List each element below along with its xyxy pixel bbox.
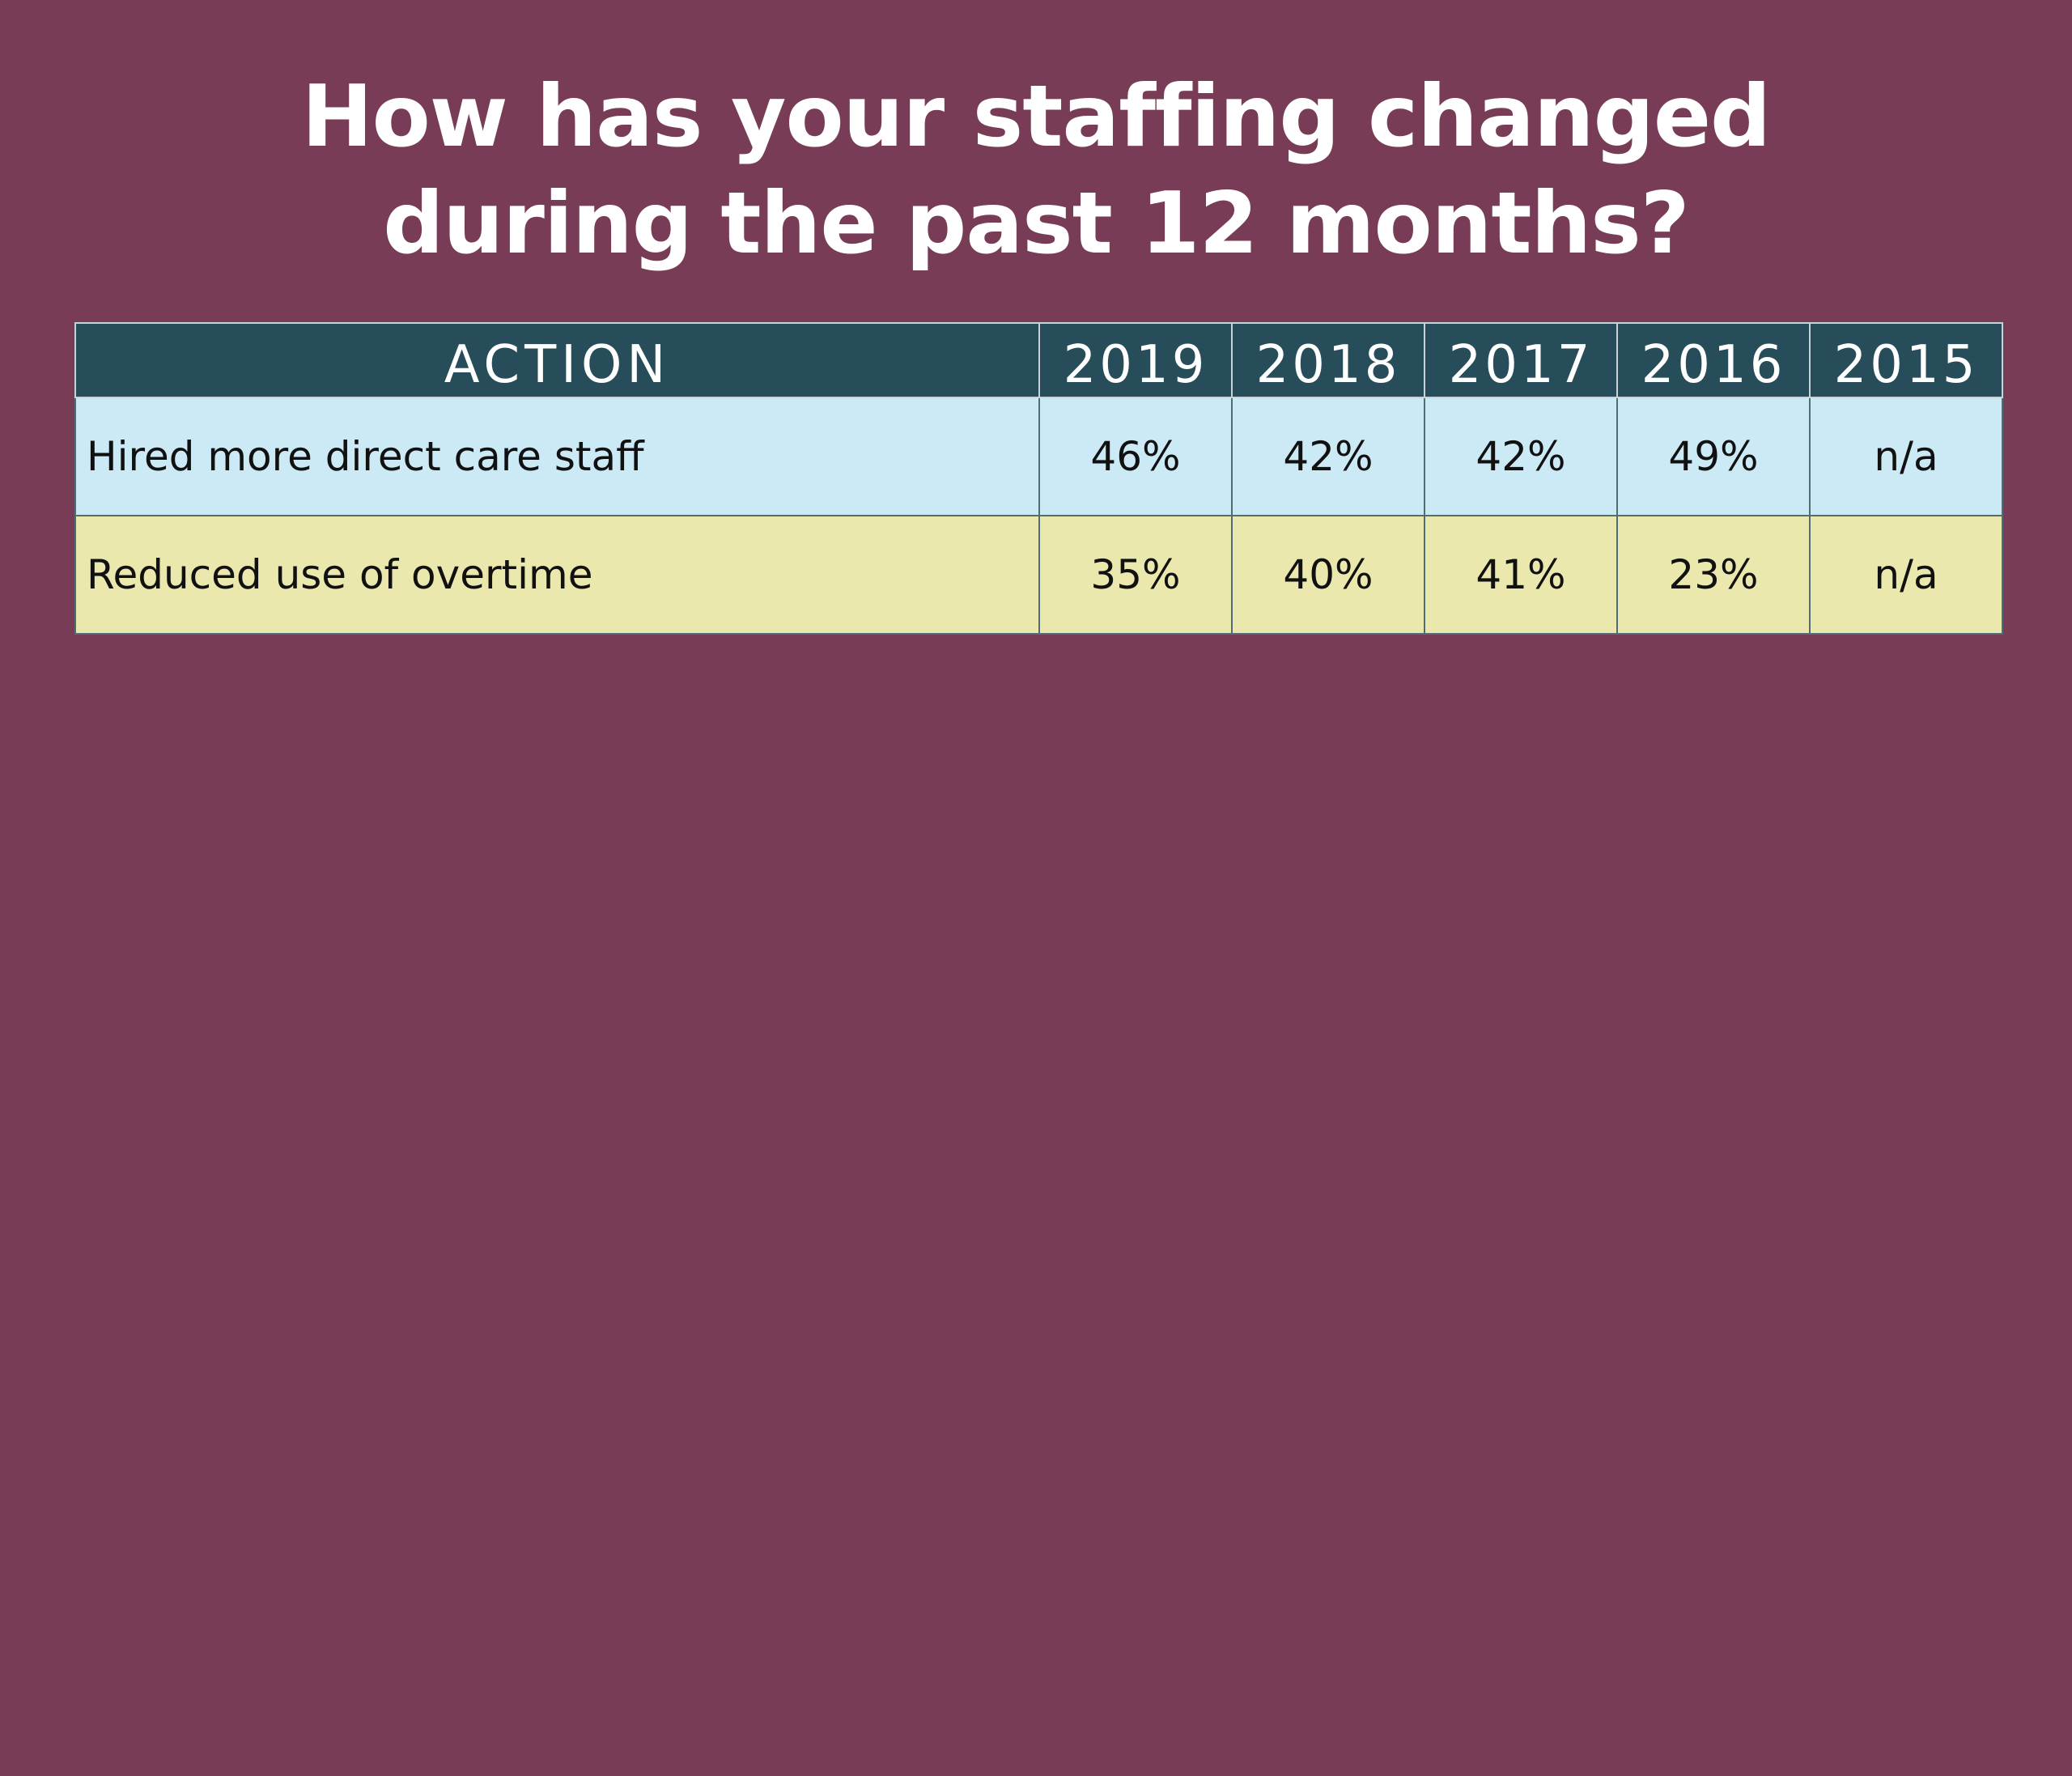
cell-hired-2018: 42% — [1231, 397, 1425, 516]
cell-overtime-2019: 35% — [1038, 515, 1233, 635]
cell-overtime-2015: n/a — [1809, 515, 2003, 635]
chart-title: How has your staffing changed during the… — [0, 63, 2072, 277]
cell-hired-2017: 42% — [1424, 397, 1618, 516]
table-row: Hired more direct care staff 46% 42% 42%… — [74, 397, 2003, 516]
header-action: ACTION — [74, 322, 1040, 398]
cell-hired-2016: 49% — [1616, 397, 1811, 516]
row-label-reduced-overtime: Reduced use of overtime — [74, 515, 1040, 635]
title-line-1: How has your staffing changed — [301, 67, 1771, 166]
header-2018: 2018 — [1231, 322, 1425, 398]
table-row: Reduced use of overtime 35% 40% 41% 23% … — [74, 515, 2003, 635]
cell-hired-2019: 46% — [1038, 397, 1233, 516]
cell-overtime-2016: 23% — [1616, 515, 1811, 635]
header-row: ACTION 2019 2018 2017 2016 2015 — [74, 322, 2003, 398]
header-2017: 2017 — [1424, 322, 1618, 398]
title-line-2: during the past 12 months? — [383, 174, 1689, 273]
staffing-table: ACTION 2019 2018 2017 2016 2015 Hired mo… — [74, 322, 2003, 635]
cell-hired-2015: n/a — [1809, 397, 2003, 516]
header-2019: 2019 — [1038, 322, 1233, 398]
cell-overtime-2018: 40% — [1231, 515, 1425, 635]
header-2016: 2016 — [1616, 322, 1811, 398]
header-2015: 2015 — [1809, 322, 2003, 398]
row-label-hired-staff: Hired more direct care staff — [74, 397, 1040, 516]
cell-overtime-2017: 41% — [1424, 515, 1618, 635]
